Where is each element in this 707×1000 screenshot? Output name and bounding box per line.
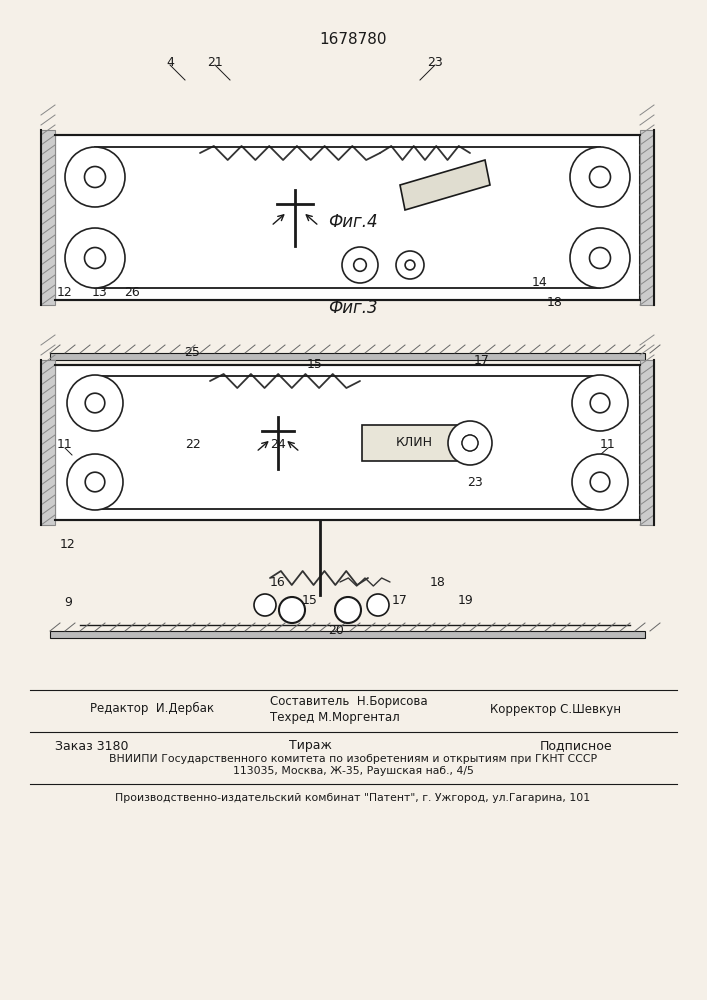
Text: 1678780: 1678780 — [320, 32, 387, 47]
Text: 17: 17 — [474, 354, 490, 366]
Circle shape — [67, 375, 123, 431]
Circle shape — [462, 435, 478, 451]
Text: 21: 21 — [207, 55, 223, 68]
Text: Редактор  И.Дербак: Редактор И.Дербак — [90, 701, 214, 715]
Text: 12: 12 — [60, 538, 76, 552]
Text: 23: 23 — [427, 55, 443, 68]
Text: 3: 3 — [378, 438, 386, 452]
Polygon shape — [400, 160, 490, 210]
Text: 14: 14 — [532, 275, 548, 288]
Circle shape — [85, 247, 105, 268]
Text: КЛИН: КЛИН — [395, 436, 433, 450]
Circle shape — [86, 472, 105, 492]
Text: 26: 26 — [124, 286, 140, 298]
Bar — [50, 353, 645, 360]
Bar — [640, 130, 654, 305]
Text: 24: 24 — [270, 438, 286, 452]
Text: Тираж: Тираж — [288, 740, 332, 752]
Circle shape — [590, 247, 611, 268]
Bar — [50, 631, 645, 638]
Bar — [640, 360, 654, 525]
Text: Составитель  Н.Борисова: Составитель Н.Борисова — [270, 696, 428, 708]
Circle shape — [86, 393, 105, 413]
Circle shape — [405, 260, 415, 270]
Circle shape — [342, 247, 378, 283]
Circle shape — [570, 147, 630, 207]
Bar — [41, 130, 55, 305]
Text: Техред М.Моргентал: Техред М.Моргентал — [270, 712, 399, 724]
Text: Производственно-издательский комбинат "Патент", г. Ужгород, ул.Гагарина, 101: Производственно-издательский комбинат "П… — [115, 793, 590, 803]
Text: 15: 15 — [302, 593, 318, 606]
Text: 22: 22 — [185, 438, 201, 452]
Bar — [41, 360, 55, 525]
Circle shape — [367, 594, 389, 616]
Text: 113035, Москва, Ж-35, Раушская наб., 4/5: 113035, Москва, Ж-35, Раушская наб., 4/5 — [233, 766, 474, 776]
Circle shape — [462, 435, 478, 451]
Text: 16: 16 — [270, 576, 286, 588]
Circle shape — [65, 228, 125, 288]
Bar — [362, 425, 467, 461]
Bar — [55, 365, 640, 520]
Text: 20: 20 — [328, 624, 344, 637]
Text: Подписное: Подписное — [540, 740, 613, 752]
Text: ВНИИПИ Государственного комитета по изобретениям и открытиям при ГКНТ СССР: ВНИИПИ Государственного комитета по изоб… — [109, 754, 597, 764]
Circle shape — [590, 472, 610, 492]
Circle shape — [572, 375, 628, 431]
Text: 18: 18 — [430, 576, 446, 588]
Text: Заказ 3180: Заказ 3180 — [55, 740, 129, 752]
Bar — [55, 135, 640, 300]
Circle shape — [354, 259, 366, 271]
Circle shape — [570, 228, 630, 288]
Text: 11: 11 — [600, 438, 616, 452]
Text: 17: 17 — [392, 593, 408, 606]
Text: 25: 25 — [184, 346, 200, 359]
Text: 12: 12 — [57, 286, 73, 298]
Text: 11: 11 — [57, 438, 73, 452]
Circle shape — [85, 166, 105, 188]
Circle shape — [448, 421, 492, 465]
Circle shape — [279, 597, 305, 623]
Text: Корректор С.Шевкун: Корректор С.Шевкун — [490, 704, 621, 716]
Text: 4: 4 — [166, 55, 174, 68]
Text: 13: 13 — [92, 286, 108, 298]
Circle shape — [572, 454, 628, 510]
Circle shape — [67, 454, 123, 510]
Text: Фиг.3: Фиг.3 — [328, 299, 378, 317]
Circle shape — [335, 597, 361, 623]
Circle shape — [590, 166, 611, 188]
Text: 19: 19 — [458, 593, 474, 606]
Circle shape — [396, 251, 424, 279]
Text: Фиг.4: Фиг.4 — [328, 213, 378, 231]
Circle shape — [254, 594, 276, 616]
Text: 23: 23 — [467, 476, 483, 488]
Circle shape — [590, 393, 610, 413]
Text: 9: 9 — [64, 595, 72, 608]
Circle shape — [65, 147, 125, 207]
Text: 18: 18 — [547, 296, 563, 308]
Text: 15: 15 — [307, 359, 323, 371]
